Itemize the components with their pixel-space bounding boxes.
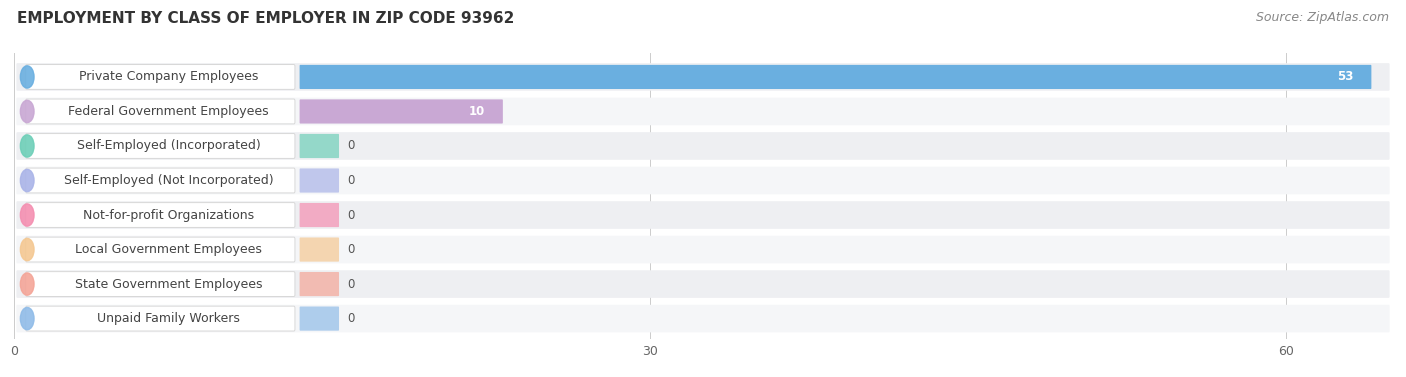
Text: 0: 0 — [347, 243, 354, 256]
Circle shape — [20, 135, 34, 157]
FancyBboxPatch shape — [17, 236, 1389, 264]
Text: Not-for-profit Organizations: Not-for-profit Organizations — [83, 208, 254, 222]
Text: Private Company Employees: Private Company Employees — [79, 70, 259, 83]
Text: Source: ZipAtlas.com: Source: ZipAtlas.com — [1256, 11, 1389, 24]
FancyBboxPatch shape — [25, 168, 295, 193]
Circle shape — [20, 169, 34, 192]
FancyBboxPatch shape — [299, 100, 503, 124]
FancyBboxPatch shape — [17, 98, 1389, 125]
Text: 53: 53 — [1337, 70, 1354, 83]
FancyBboxPatch shape — [299, 203, 339, 227]
FancyBboxPatch shape — [17, 63, 1389, 91]
Circle shape — [20, 307, 34, 330]
Text: 0: 0 — [347, 174, 354, 187]
FancyBboxPatch shape — [299, 238, 339, 262]
FancyBboxPatch shape — [17, 201, 1389, 229]
FancyBboxPatch shape — [25, 202, 295, 227]
Text: Federal Government Employees: Federal Government Employees — [69, 105, 269, 118]
FancyBboxPatch shape — [17, 167, 1389, 194]
FancyBboxPatch shape — [299, 169, 339, 193]
Text: Self-Employed (Incorporated): Self-Employed (Incorporated) — [77, 139, 260, 152]
FancyBboxPatch shape — [25, 306, 295, 331]
Circle shape — [20, 204, 34, 226]
Circle shape — [20, 273, 34, 295]
Text: EMPLOYMENT BY CLASS OF EMPLOYER IN ZIP CODE 93962: EMPLOYMENT BY CLASS OF EMPLOYER IN ZIP C… — [17, 11, 515, 26]
FancyBboxPatch shape — [17, 132, 1389, 160]
FancyBboxPatch shape — [17, 305, 1389, 333]
Text: 0: 0 — [347, 277, 354, 291]
FancyBboxPatch shape — [25, 272, 295, 296]
Text: 0: 0 — [347, 312, 354, 325]
Circle shape — [20, 238, 34, 261]
Text: 0: 0 — [347, 139, 354, 152]
Circle shape — [20, 66, 34, 88]
Text: Local Government Employees: Local Government Employees — [76, 243, 263, 256]
FancyBboxPatch shape — [25, 99, 295, 124]
Text: State Government Employees: State Government Employees — [75, 277, 263, 291]
FancyBboxPatch shape — [299, 272, 339, 296]
FancyBboxPatch shape — [25, 64, 295, 89]
FancyBboxPatch shape — [299, 307, 339, 331]
FancyBboxPatch shape — [25, 237, 295, 262]
Circle shape — [20, 100, 34, 123]
FancyBboxPatch shape — [299, 65, 1371, 89]
FancyBboxPatch shape — [299, 134, 339, 158]
Text: 10: 10 — [470, 105, 485, 118]
Text: 0: 0 — [347, 208, 354, 222]
Text: Self-Employed (Not Incorporated): Self-Employed (Not Incorporated) — [65, 174, 274, 187]
FancyBboxPatch shape — [17, 270, 1389, 298]
Text: Unpaid Family Workers: Unpaid Family Workers — [97, 312, 240, 325]
FancyBboxPatch shape — [25, 133, 295, 158]
